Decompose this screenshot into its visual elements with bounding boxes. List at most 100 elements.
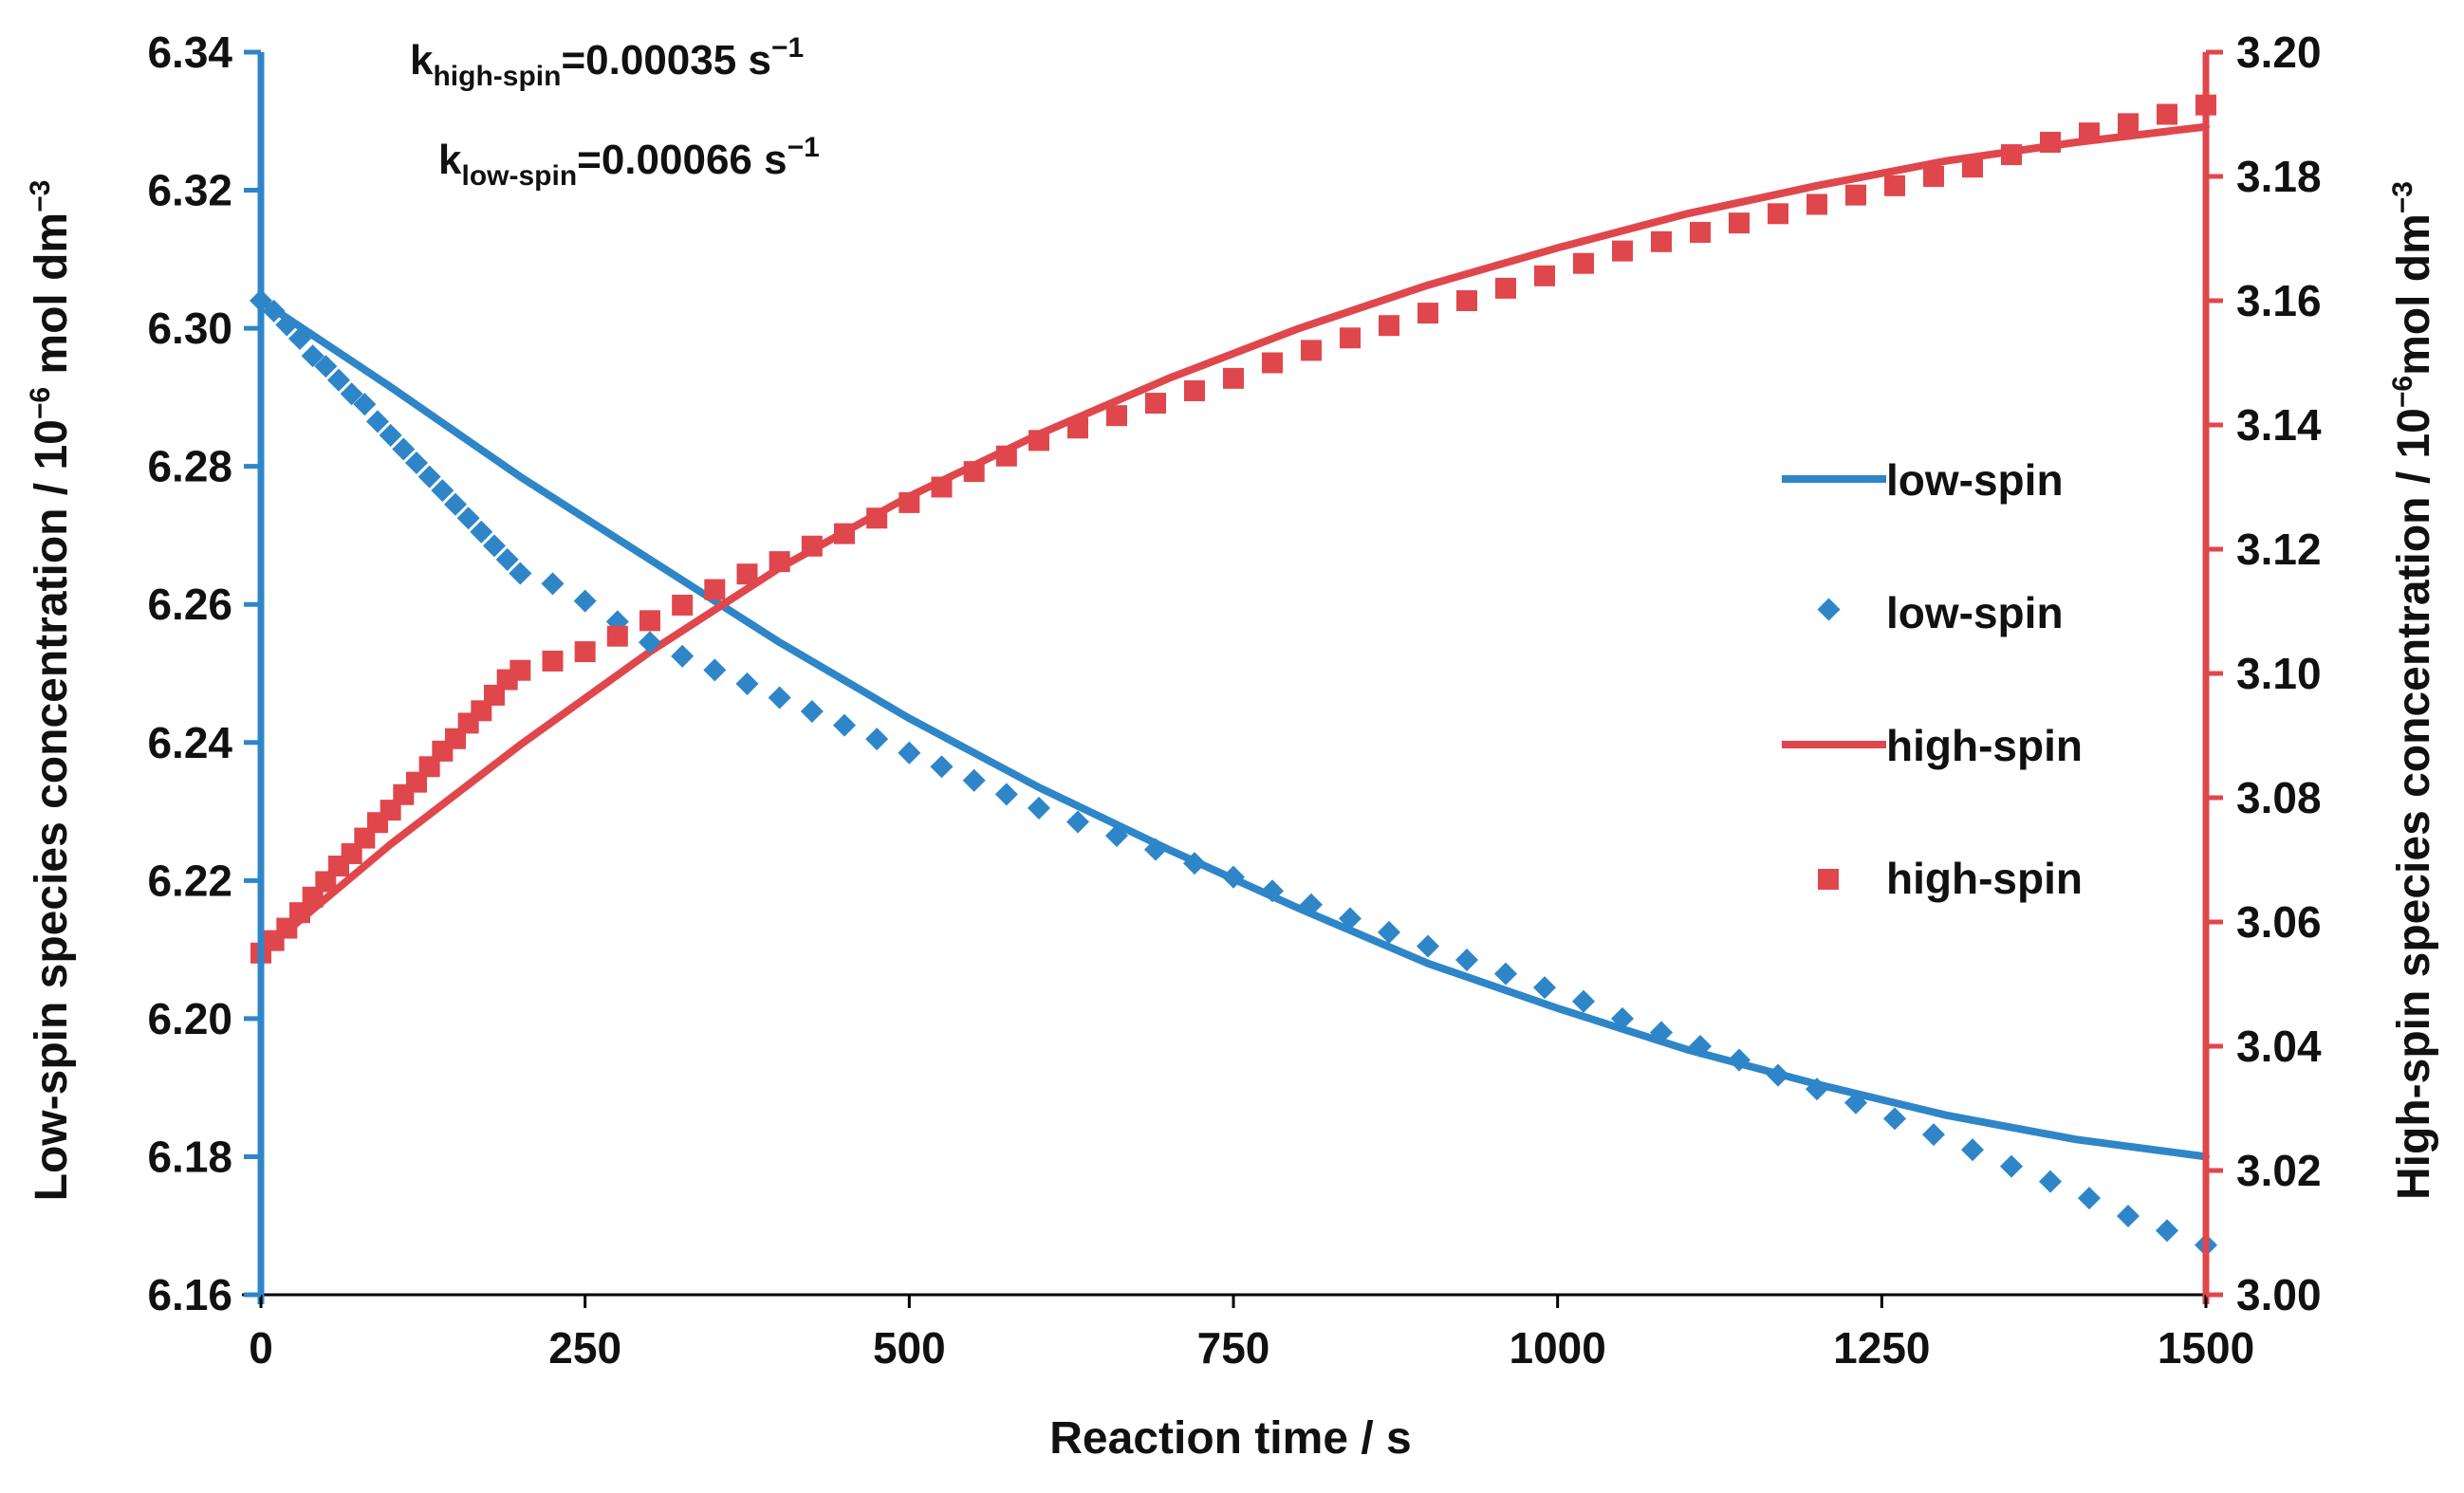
data-point-high-spin-square [1067,417,1088,439]
data-point-high-spin-square [1495,277,1516,299]
data-point-high-spin-square [1923,166,1944,187]
data-point-low-spin-diamond [365,410,390,433]
y-right-tick-label: 3.08 [2236,773,2322,822]
data-point-low-spin-diamond [1221,865,1246,889]
data-point-low-spin-diamond [326,368,351,392]
data-point-high-spin-square [963,461,985,483]
data-point-high-spin-square [1262,352,1283,374]
data-point-high-spin-square [995,445,1017,467]
y-left-axis-title: Low-spin species concentration / 10−6 mo… [25,180,77,1202]
data-point-low-spin-diamond [1571,989,1596,1013]
y-left-tick-label: 6.22 [147,856,232,905]
y-right-tick-label: 3.10 [2236,649,2322,698]
data-point-high-spin-square [1184,379,1205,401]
data-point-low-spin-diamond [1454,949,1479,972]
data-point-low-spin-diamond [392,437,416,461]
data-point-low-spin-diamond [671,644,695,668]
x-tick-label: 250 [548,1323,621,1373]
y-right-tick-label: 3.16 [2236,276,2322,325]
data-point-high-spin-square [2001,144,2022,166]
data-point-low-spin-diamond [1805,1078,1829,1101]
data-point-high-spin-square [2118,113,2139,135]
data-point-low-spin-diamond [1299,893,1324,916]
y-right-tick-label: 3.12 [2236,525,2322,574]
data-point-high-spin-square [2040,131,2061,153]
legend-label-high-spin-line: high-spin [1886,721,2083,770]
data-point-high-spin-square [1690,221,1711,243]
x-tick-label: 500 [873,1323,946,1373]
axes: 0 250 500 750 1000 1250 1500 6.16 6.18 6.20 6.22 6.… [147,28,2321,1373]
y-left-tick-label: 6.28 [147,442,232,491]
data-point-low-spin-diamond [962,768,986,792]
x-tick-label: 1000 [1509,1323,1605,1373]
y-right-axis-title: High-spin species concentration / 10−6mo… [2387,181,2439,1200]
data-point-high-spin-square [899,491,920,513]
data-point-high-spin-square [769,551,790,573]
data-point-low-spin-diamond [994,783,1018,806]
data-point-low-spin-diamond [1843,1091,1868,1115]
data-point-low-spin-diamond [340,382,363,406]
annotation-k-high-spin: khigh-spin=0.00035 s−1 [410,32,804,92]
data-point-low-spin-diamond [431,479,454,503]
y-left-tick-label: 6.32 [147,166,232,215]
data-point-high-spin-square [1884,175,1905,196]
legend-label-low-spin-markers: low-spin [1886,588,2064,637]
data-point-high-spin-square [1651,230,1672,252]
y-left-tick-label: 6.16 [147,1270,232,1319]
data-point-high-spin-square [1379,315,1399,337]
x-tick-label: 1250 [1833,1323,1930,1373]
data-point-low-spin-diamond [1649,1021,1674,1044]
data-point-low-spin-diamond [1766,1063,1790,1087]
data-point-high-spin-square [574,641,596,663]
data-point-low-spin-diamond [275,313,299,337]
data-point-low-spin-diamond [404,452,429,475]
y-left-tick-label: 6.20 [147,994,232,1043]
x-tick-label: 0 [249,1323,273,1373]
x-tick-label: 750 [1197,1323,1270,1373]
y-left-tick-label: 6.34 [147,28,232,77]
data-point-low-spin-diamond [541,572,565,596]
data-point-high-spin-square [1456,290,1477,311]
data-point-high-spin-square [736,563,758,585]
data-point-high-spin-square [704,579,726,600]
data-point-low-spin-diamond [353,393,377,416]
x-tick-label: 1500 [2158,1323,2254,1373]
y-right-tick-label: 3.20 [2236,28,2322,77]
data-point-high-spin-square [2157,103,2177,125]
data-point-high-spin-square [542,650,564,672]
data-point-low-spin-diamond [287,327,312,351]
data-point-low-spin-diamond [1260,879,1285,903]
y-right-tick-label: 3.18 [2236,152,2322,201]
data-point-high-spin-square [834,523,855,544]
data-point-high-spin-square [866,507,888,529]
legend: low-spin low-spin high-spin high-spin [1782,455,2083,903]
y-left-tick-label: 6.30 [147,304,232,353]
data-point-low-spin-diamond [1416,934,1440,958]
data-point-high-spin-square [931,476,953,498]
series-line-high-spin [257,122,2210,957]
data-point-high-spin-square [1534,265,1555,286]
data-point-high-spin-square [1845,184,1866,206]
data-point-low-spin-diamond [1882,1107,1907,1131]
data-point-low-spin-diamond [379,423,402,447]
data-point-high-spin-square [1301,340,1322,361]
data-point-high-spin-square [1145,393,1166,415]
data-point-high-spin-square [1768,203,1788,225]
data-point-low-spin-diamond [2038,1170,2063,1193]
data-point-high-spin-square [672,594,694,616]
data-point-low-spin-diamond [1338,907,1362,931]
data-point-high-spin-square [1806,194,1827,215]
data-point-low-spin-diamond [1182,852,1207,876]
data-point-high-spin-square [1106,405,1127,427]
data-point-low-spin-diamond [573,589,597,613]
x-axis-title: Reaction time / s [1049,1413,1411,1464]
legend-label-high-spin-markers: high-spin [1886,854,2083,903]
data-point-low-spin-diamond [2116,1205,2140,1228]
y-left-tick-label: 6.26 [147,580,232,629]
data-point-low-spin-diamond [301,344,324,368]
data-point-low-spin-diamond [1610,1006,1635,1030]
data-point-low-spin-diamond [930,755,954,779]
y-right-tick-label: 3.04 [2236,1022,2322,1071]
y-left-tick-label: 6.24 [147,718,232,767]
annotation-k-low-spin: klow-spin=0.00066 s−1 [438,132,820,192]
